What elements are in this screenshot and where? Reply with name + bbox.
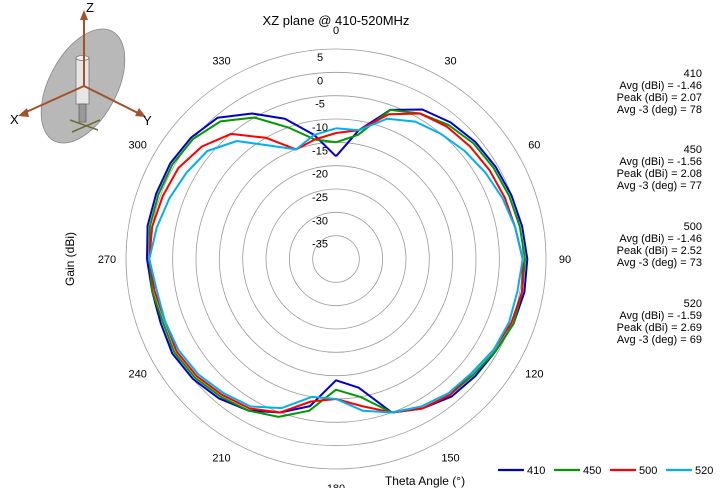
angle-tick-label: 300 xyxy=(129,140,147,152)
stats-peak-row: Peak (dBi) = 2.69 xyxy=(502,322,702,334)
stats-block-450: 450 Avg (dBi) = -1.56 Peak (dBi) = 2.08 … xyxy=(502,144,702,192)
y-axis-label: Y xyxy=(143,113,152,128)
radial-tick-label: -15 xyxy=(312,145,328,157)
stats-avg-label: Avg (dBi) = xyxy=(619,156,674,168)
stats-avg-row: Avg (dBi) = -1.59 xyxy=(502,310,702,322)
radial-tick-labels: 5 0 -5 -10 -15 -20 -25 -30 -35 xyxy=(312,52,328,251)
stats-bw-row: Avg -3 (deg) = 77 xyxy=(502,180,702,192)
angle-tick-label: 120 xyxy=(525,369,543,381)
stats-freq: 500 xyxy=(683,221,702,233)
stats-bw-value: 78 xyxy=(689,104,702,116)
stats-block-520: 520 Avg (dBi) = -1.59 Peak (dBi) = 2.69 … xyxy=(502,298,702,346)
stats-peak-row: Peak (dBi) = 2.52 xyxy=(502,245,702,257)
stats-avg-row: Avg (dBi) = -1.46 xyxy=(502,80,702,92)
radial-axis-label: Gain (dBi) xyxy=(63,232,77,286)
radial-tick-label: 0 xyxy=(317,75,323,87)
stats-block-500: 500 Avg (dBi) = -1.46 Peak (dBi) = 2.52 … xyxy=(502,221,702,269)
legend-label-450: 450 xyxy=(583,465,601,477)
stats-avg-row: Avg (dBi) = -1.56 xyxy=(502,156,702,168)
stats-peak-label: Peak (dBi) = xyxy=(616,168,678,180)
legend-label-500: 500 xyxy=(639,465,657,477)
stats-bw-row: Avg -3 (deg) = 78 xyxy=(502,104,702,116)
angle-tick-label: 30 xyxy=(444,56,456,68)
stats-avg-value: -1.56 xyxy=(676,156,702,168)
stats-avg-label: Avg (dBi) = xyxy=(619,80,674,92)
radial-tick-label: -35 xyxy=(312,239,328,251)
angle-tick-label: 210 xyxy=(212,452,230,464)
series-line-410 xyxy=(146,108,529,414)
stats-avg-value: -1.59 xyxy=(676,310,702,322)
stats-peak-label: Peak (dBi) = xyxy=(616,322,678,334)
stats-peak-value: 2.52 xyxy=(680,245,702,257)
stats-avg-value: -1.46 xyxy=(676,233,702,245)
stats-freq: 520 xyxy=(683,298,702,310)
angle-tick-label: 270 xyxy=(98,254,116,266)
legend-label-410: 410 xyxy=(527,465,545,477)
angular-axis-label: Theta Angle (°) xyxy=(385,474,465,488)
stats-peak-row: Peak (dBi) = 2.08 xyxy=(502,168,702,180)
stats-peak-value: 2.08 xyxy=(680,168,702,180)
stats-bw-label: Avg -3 (deg) = xyxy=(616,334,687,346)
stats-bw-row: Avg -3 (deg) = 69 xyxy=(502,334,702,346)
radial-tick-label: -20 xyxy=(312,169,328,181)
stats-avg-row: Avg (dBi) = -1.46 xyxy=(502,233,702,245)
stats-avg-label: Avg (dBi) = xyxy=(619,233,674,245)
radial-tick-label: -25 xyxy=(312,192,328,204)
polar-grid xyxy=(125,48,547,470)
stats-bw-value: 69 xyxy=(689,334,702,346)
angle-tick-label: 90 xyxy=(559,254,571,266)
grid-ring xyxy=(218,141,454,377)
series-line-450 xyxy=(148,108,526,418)
grid-ring xyxy=(265,188,407,330)
stats-avg-label: Avg (dBi) = xyxy=(619,310,674,322)
stats-bw-value: 73 xyxy=(689,257,702,269)
radial-tick-label: 5 xyxy=(317,52,323,64)
x-axis-label: X xyxy=(10,112,19,127)
stats-peak-label: Peak (dBi) = xyxy=(616,92,678,104)
stats-freq: 410 xyxy=(683,68,702,80)
grid-ring xyxy=(288,211,384,307)
grid-ring xyxy=(242,165,430,353)
angle-tick-label: 60 xyxy=(528,140,540,152)
stats-bw-label: Avg -3 (deg) = xyxy=(616,180,687,192)
grid-ring xyxy=(312,235,360,283)
radial-tick-label: -5 xyxy=(315,99,325,111)
series-line-520 xyxy=(148,117,524,414)
legend-label-520: 520 xyxy=(695,465,713,477)
radial-tick-label: -30 xyxy=(312,215,328,227)
chart-title: XZ plane @ 410-520MHz xyxy=(263,13,410,28)
angle-tick-labels: 0 30 60 90 120 150 180 210 240 270 300 330 xyxy=(98,25,571,488)
stats-bw-label: Avg -3 (deg) = xyxy=(616,104,687,116)
stats-peak-label: Peak (dBi) = xyxy=(616,245,678,257)
angle-tick-label: 240 xyxy=(129,369,147,381)
angle-tick-label: 0 xyxy=(333,25,339,37)
angle-tick-label: 330 xyxy=(212,56,230,68)
grid-ring xyxy=(172,95,500,423)
stats-block-410: 410 Avg (dBi) = -1.46 Peak (dBi) = 2.07 … xyxy=(502,68,702,116)
series-line-500 xyxy=(148,112,524,414)
stats-peak-row: Peak (dBi) = 2.07 xyxy=(502,92,702,104)
orientation-graphic: Z X Y xyxy=(10,0,152,144)
z-axis-label: Z xyxy=(86,0,94,15)
stats-bw-label: Avg -3 (deg) = xyxy=(616,257,687,269)
series-lines xyxy=(146,108,529,418)
stats-freq: 450 xyxy=(683,144,702,156)
stats-avg-value: -1.46 xyxy=(676,80,702,92)
legend: 410 450 500 520 xyxy=(498,465,713,477)
angle-tick-label: 180 xyxy=(327,483,345,488)
stats-bw-row: Avg -3 (deg) = 73 xyxy=(502,257,702,269)
radial-tick-label: -10 xyxy=(312,122,328,134)
grid-ring xyxy=(125,48,547,470)
stats-bw-value: 77 xyxy=(689,180,702,192)
grid-ring xyxy=(195,118,477,400)
stats-peak-value: 2.07 xyxy=(680,92,702,104)
stats-peak-value: 2.69 xyxy=(680,322,702,334)
angle-tick-label: 150 xyxy=(441,452,459,464)
